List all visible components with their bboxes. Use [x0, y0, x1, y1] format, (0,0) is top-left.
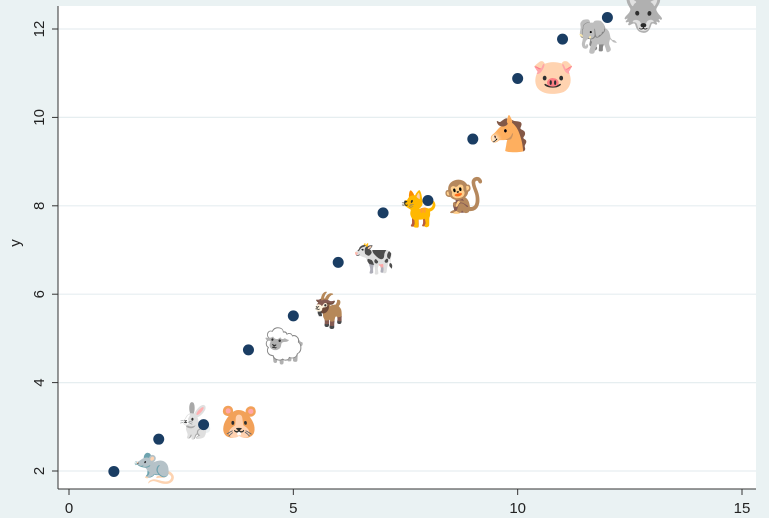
data-points — [108, 12, 613, 477]
elephant-icon: 🐘 — [577, 17, 619, 57]
data-point — [242, 344, 254, 356]
ticks: 2 4 6 8 10 12 0 5 10 15 — [31, 21, 750, 517]
plot-area — [58, 6, 756, 489]
horse-icon: 🐴 — [488, 114, 530, 154]
axes — [57, 6, 756, 490]
mouse-icon: 🐀 — [133, 446, 176, 486]
cat-icon: 🐈 — [398, 189, 440, 229]
data-point — [287, 310, 299, 322]
y-tick-label: 8 — [31, 202, 48, 210]
y-tick-label: 4 — [31, 378, 48, 386]
data-point — [198, 419, 210, 431]
hamster-icon: 🐹 — [218, 402, 260, 442]
data-point — [153, 433, 165, 445]
x-tick-label: 10 — [509, 500, 526, 517]
data-point — [467, 133, 479, 145]
y-tick-label: 6 — [31, 290, 48, 298]
sheep-icon: 🐑 — [263, 325, 305, 366]
data-point — [601, 12, 613, 24]
y-tick-label: 2 — [31, 467, 48, 475]
y-axis-title: y — [7, 239, 24, 247]
wolf-icon: 🐺 — [622, 0, 664, 35]
y-tick-label: 12 — [31, 21, 48, 38]
data-point — [108, 465, 120, 477]
gridlines — [58, 28, 756, 472]
data-point — [422, 194, 434, 206]
x-tick-label: 0 — [65, 500, 73, 517]
pig-icon: 🐷 — [532, 57, 574, 97]
x-tick-label: 5 — [289, 500, 297, 517]
animal-icons: 🐀🐇 🐹🐑🐐🐄🐈 🐒🐴🐷🐘🐺 — [133, 0, 664, 486]
rabbit-icon: 🐇 — [173, 402, 215, 442]
goat-icon: 🐐 — [308, 291, 350, 331]
monkey-icon: 🐒 — [443, 176, 485, 216]
data-point — [512, 73, 524, 85]
cow-icon: 🐄 — [353, 238, 395, 278]
y-tick-label: 10 — [31, 109, 48, 126]
x-tick-label: 15 — [734, 500, 751, 517]
data-point — [377, 207, 389, 219]
data-point — [557, 33, 569, 45]
data-point — [332, 256, 344, 268]
